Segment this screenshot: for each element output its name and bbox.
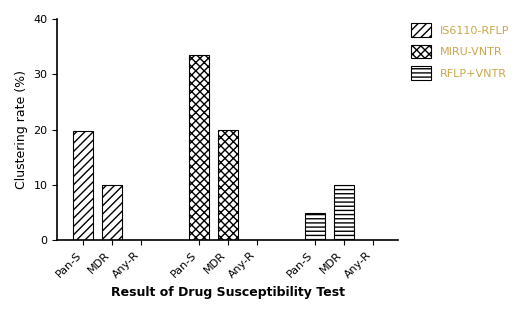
X-axis label: Result of Drug Susceptibility Test: Result of Drug Susceptibility Test <box>111 286 345 299</box>
Bar <box>188 55 209 241</box>
Bar <box>73 131 93 241</box>
Bar <box>218 130 238 241</box>
Bar <box>334 185 354 241</box>
Bar <box>305 213 325 241</box>
Bar <box>102 185 122 241</box>
Legend: IS6110-RFLP, MIRU-VNTR, RFLP+VNTR: IS6110-RFLP, MIRU-VNTR, RFLP+VNTR <box>407 20 512 83</box>
Y-axis label: Clustering rate (%): Clustering rate (%) <box>15 70 28 189</box>
